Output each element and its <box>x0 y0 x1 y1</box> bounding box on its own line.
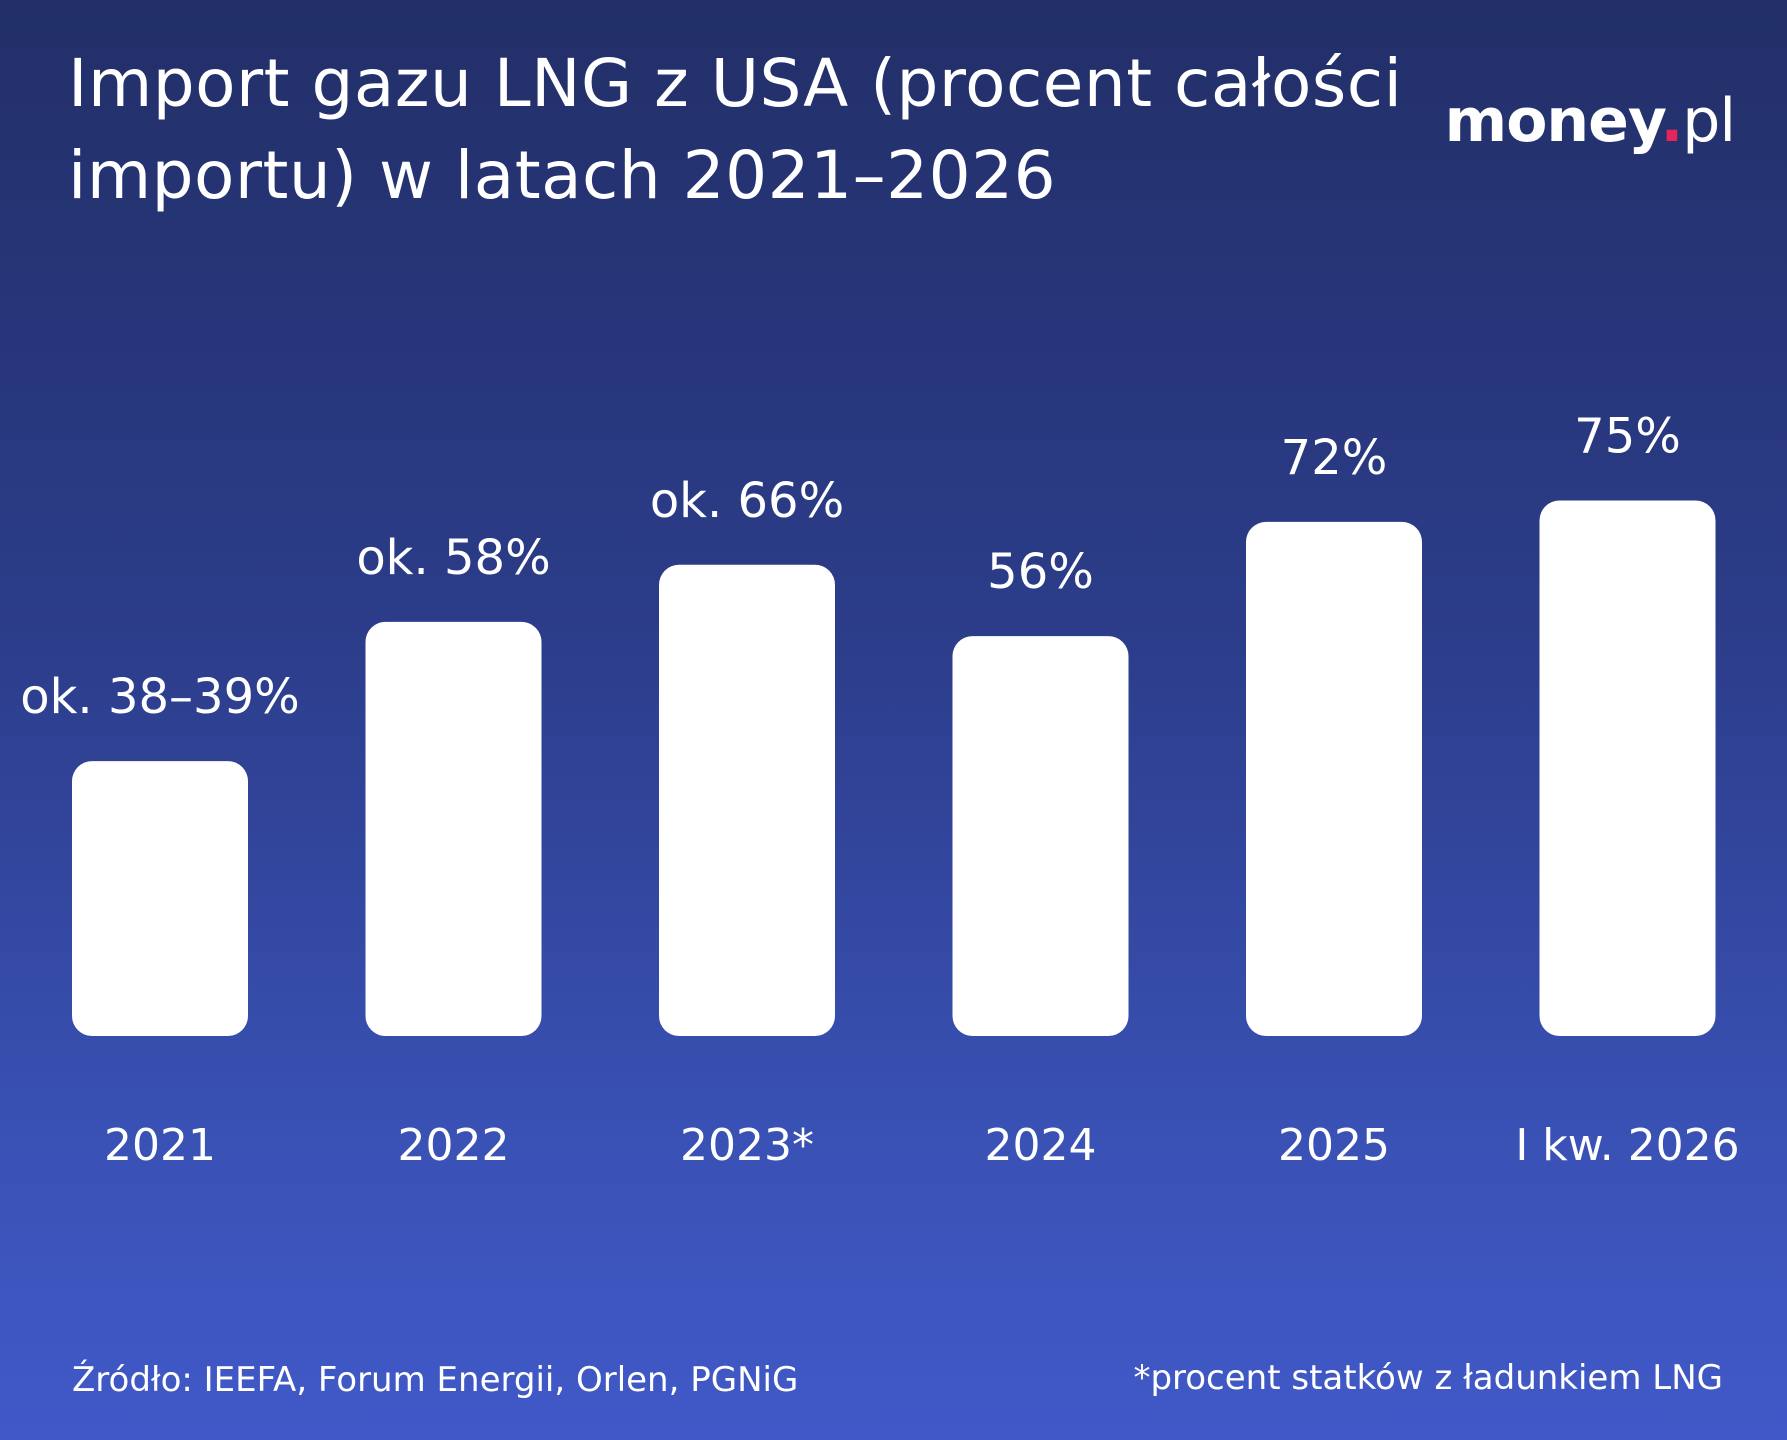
category-label-4: 2024 <box>985 1120 1097 1171</box>
bar-1 <box>72 761 248 1036</box>
value-label-1: ok. 38–39% <box>20 669 299 725</box>
value-label-3: ok. 66% <box>650 473 844 529</box>
footnote: *procent statków z ładunkiem LNG <box>1133 1358 1723 1398</box>
source-note: Źródło: IEEFA, Forum Energii, Orlen, PGN… <box>72 1360 799 1400</box>
bar-5 <box>1246 521 1422 1036</box>
category-label-2: 2022 <box>398 1120 510 1171</box>
category-label-6: I kw. 2026 <box>1515 1120 1739 1171</box>
chart-title: Import gazu LNG z USA (procent całości i… <box>68 45 1403 214</box>
bar-4 <box>952 636 1129 1036</box>
category-label-3: 2023* <box>680 1120 814 1171</box>
value-label-4: 56% <box>987 544 1094 600</box>
bar-6 <box>1539 500 1716 1036</box>
logo-tld: pl <box>1682 86 1736 156</box>
bar-2 <box>365 621 542 1036</box>
category-label-5: 2025 <box>1278 1120 1390 1171</box>
logo-dot: . <box>1660 86 1683 156</box>
money-pl-logo: money.pl <box>1444 86 1736 156</box>
value-label-5: 72% <box>1281 430 1388 486</box>
value-label-6: 75% <box>1574 409 1681 465</box>
value-label-2: ok. 58% <box>356 530 550 586</box>
logo-word: money <box>1444 86 1662 156</box>
bar-3 <box>659 564 835 1036</box>
category-label-1: 2021 <box>104 1120 216 1171</box>
